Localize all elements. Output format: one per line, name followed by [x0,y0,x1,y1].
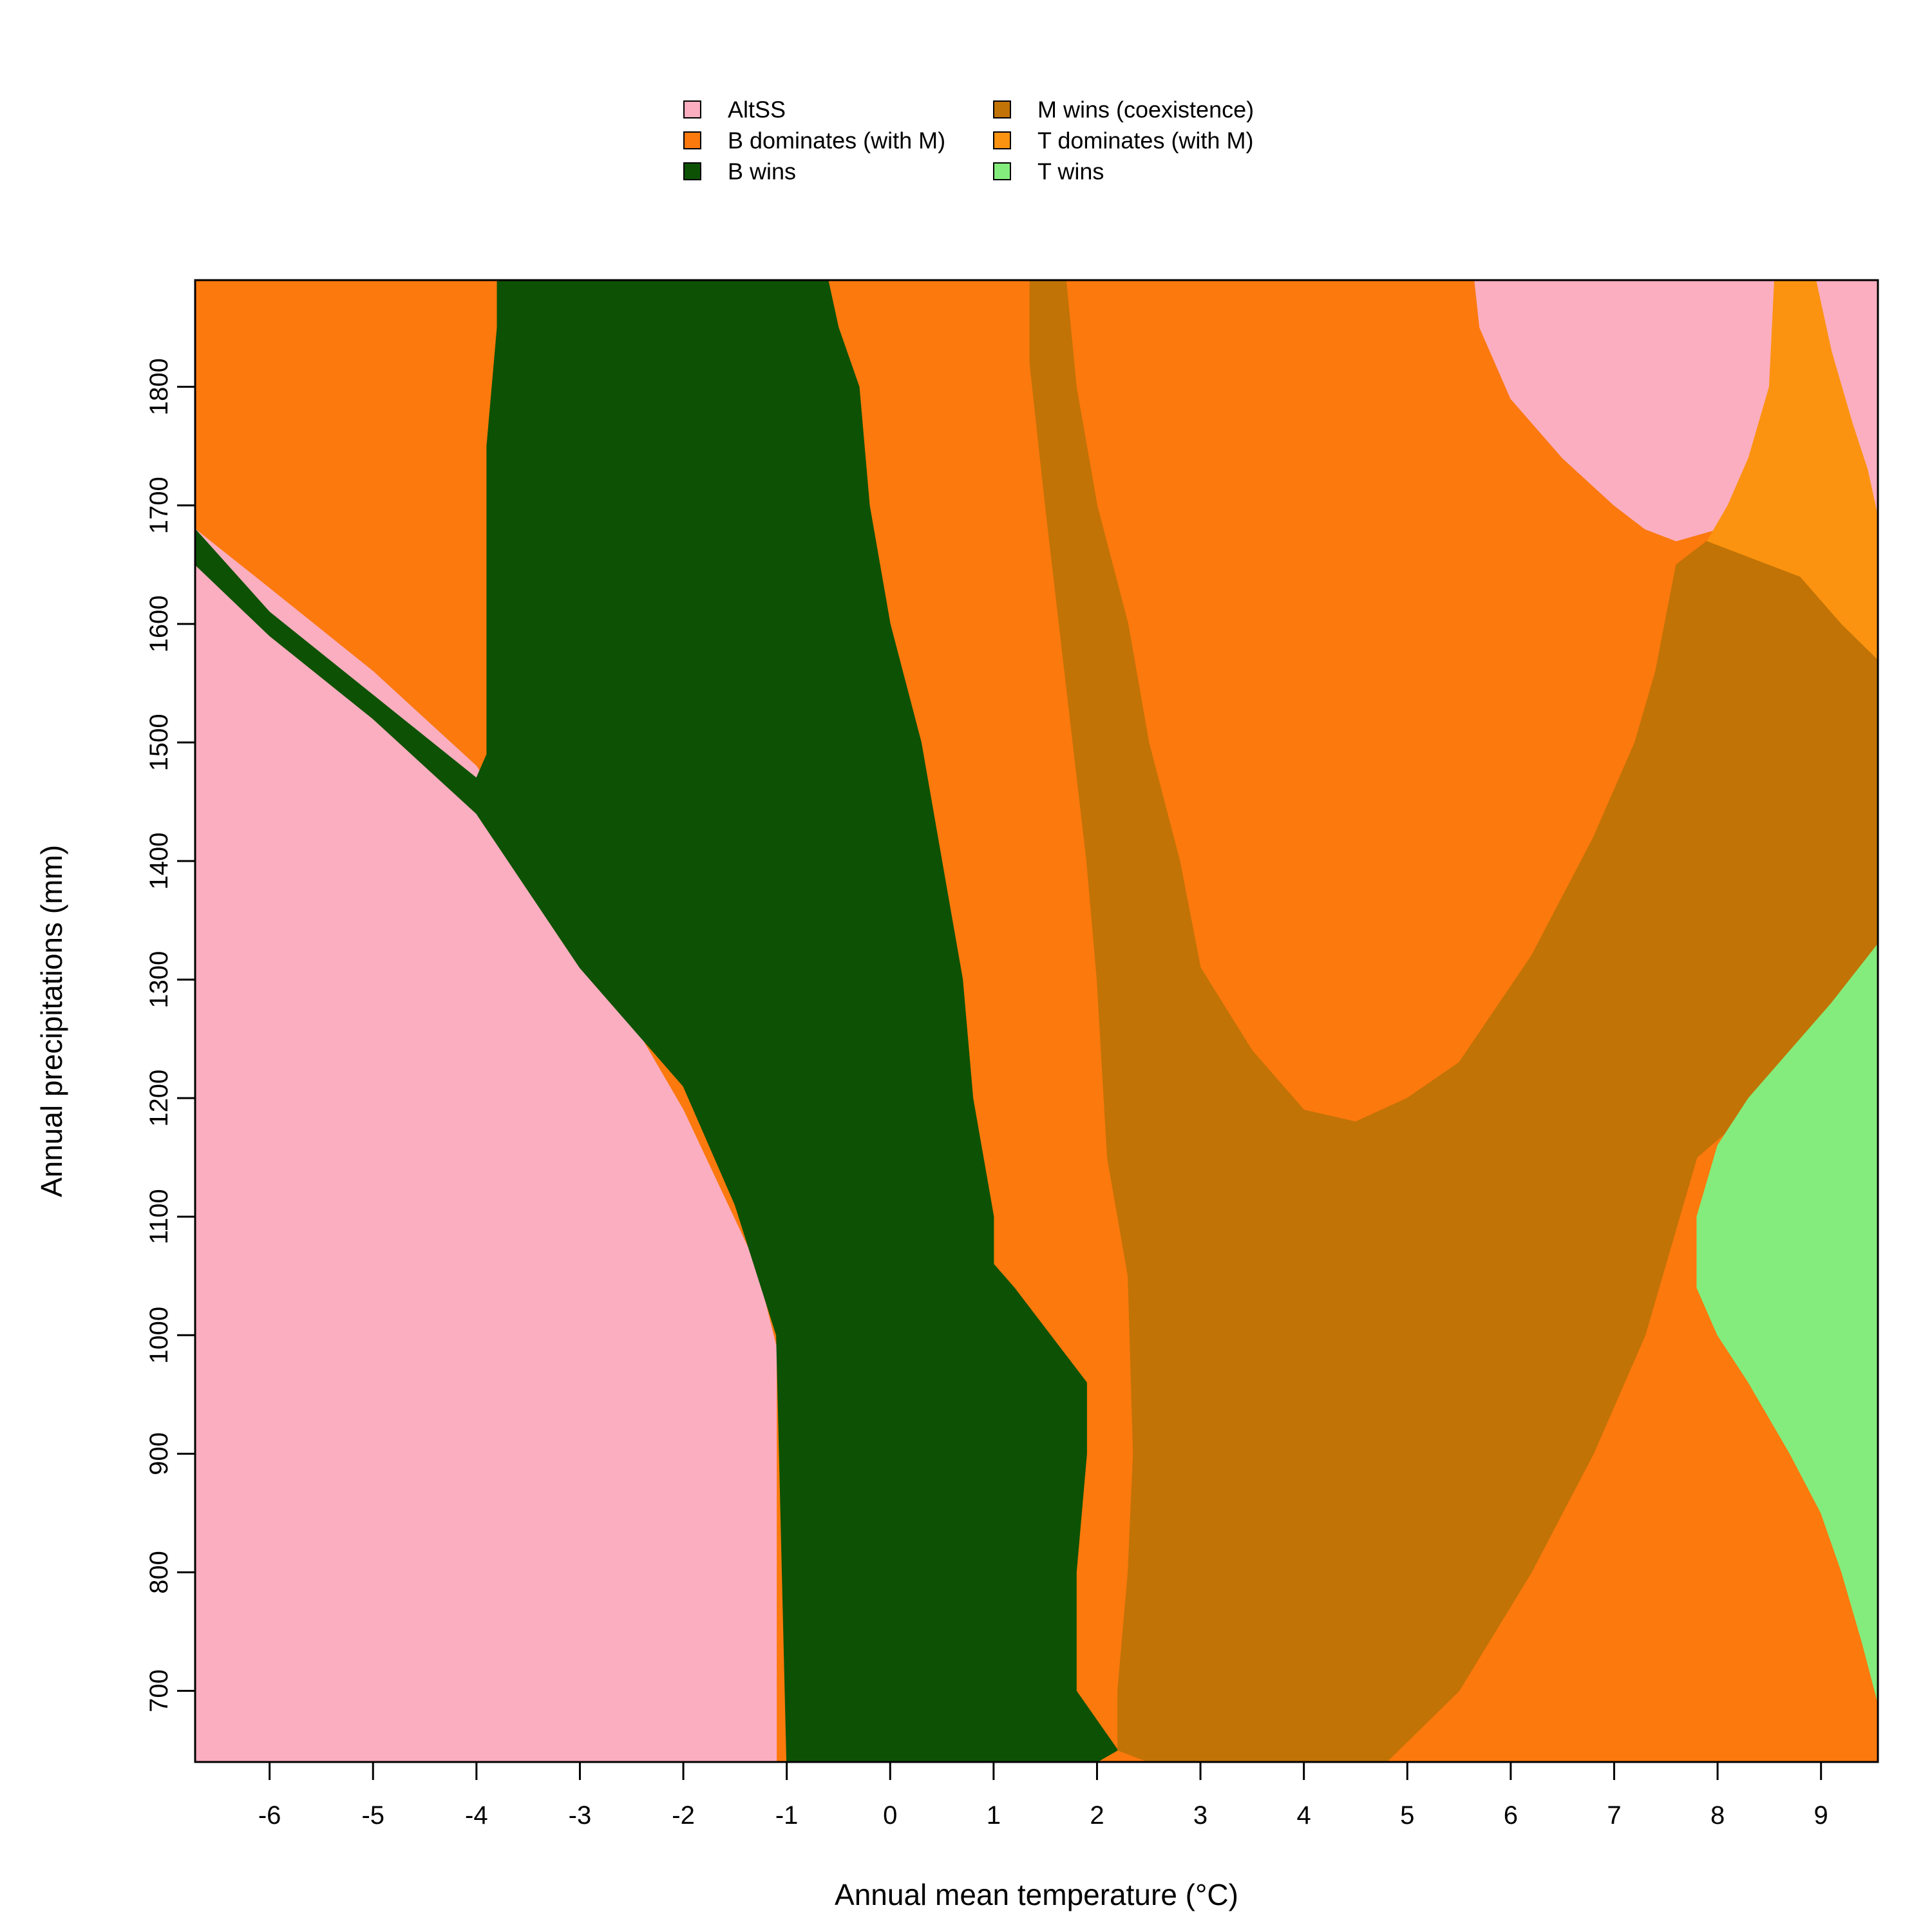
x-tick-label: 1 [987,1801,1001,1830]
heatmap-regions [195,280,1878,1762]
y-tick-label: 1700 [145,477,173,534]
y-tick-label: 1200 [145,1070,173,1127]
x-tick-label: 7 [1607,1801,1621,1830]
legend-swatch-t-wins [993,162,1011,180]
x-tick-label: 9 [1814,1801,1828,1830]
y-tick-label: 1600 [145,595,173,652]
legend-label-m-wins: M wins (coexistence) [1037,97,1254,123]
legend-swatch-m-wins [993,100,1011,118]
region-b-wins-2 [195,280,1119,1762]
legend-label-b-dom: B dominates (with M) [728,128,945,154]
region-t-wins-7 [1696,943,1878,1703]
x-tick-label: -3 [569,1801,592,1830]
y-axis-title: Annual precipitations (mm) [35,845,68,1197]
x-tick-label: 6 [1504,1801,1518,1830]
legend-label-b-wins: B wins [728,158,796,185]
legend-swatch-b-wins [683,162,701,180]
legend-swatch-altss [683,100,701,118]
x-tick-label: 5 [1400,1801,1414,1830]
x-axis-title: Annual mean temperature (°C) [835,1878,1238,1911]
region-m-wins-3 [1029,280,1878,1762]
x-tick-label: 2 [1090,1801,1104,1830]
x-tick-label: 3 [1193,1801,1208,1830]
legend-label-t-wins: T wins [1037,158,1104,185]
x-tick-label: 0 [883,1801,897,1830]
x-tick-label: -1 [775,1801,799,1830]
y-tick-label: 1800 [145,358,173,415]
x-tick-label: -5 [361,1801,384,1830]
legend-swatch-b-dom [683,131,701,149]
region-t-dom-6 [1707,280,1878,660]
x-axis: -6 -5 -4 -3 -2 -1 0 1 2 3 4 5 6 7 8 9 [258,1761,1828,1830]
y-tick-label: 1500 [145,714,173,771]
x-tick-label: -2 [672,1801,695,1830]
y-tick-label: 1100 [145,1189,173,1244]
y-tick-label: 1400 [145,832,173,889]
y-tick-label: 700 [145,1669,173,1712]
x-tick-label: -6 [258,1801,281,1830]
x-tick-label: 8 [1710,1801,1725,1830]
legend: AltSS B dominates (with M) B wins M wins (c… [683,97,1254,185]
legend-label-t-dom: T dominates (with M) [1037,128,1253,154]
x-tick-label: -4 [465,1801,488,1830]
legend-label-altss: AltSS [728,97,786,123]
x-tick-label: 4 [1297,1801,1311,1830]
y-tick-label: 800 [145,1551,173,1594]
y-tick-label: 1000 [145,1307,173,1364]
legend-swatch-t-dom [993,131,1011,149]
y-tick-label: 900 [145,1432,173,1475]
y-tick-label: 1300 [145,951,173,1009]
y-axis: 700 800 900 1000 1100 1200 1300 1400 1500 1600 170… [145,358,196,1712]
